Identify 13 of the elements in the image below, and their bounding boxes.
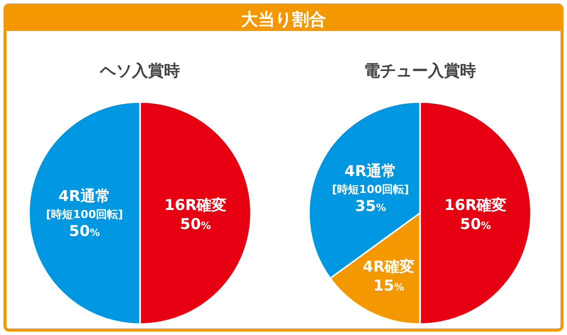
slice-label: 4R確変	[362, 257, 415, 276]
data-label: 50%	[69, 222, 100, 240]
slice-label: 4R通常 [時短100回転]	[46, 187, 124, 221]
data-label: 50%	[180, 215, 211, 233]
data-label: 15%	[373, 276, 404, 294]
chart-title: ヘソ入賞時	[99, 61, 180, 80]
chart-title: 電チュー入賞時	[364, 61, 476, 80]
slice-label: 16R確変	[164, 196, 227, 214]
slice-label: 16R確変	[444, 196, 507, 214]
data-label: 50%	[460, 215, 491, 233]
slice-label: 4R通常 [時短100回転]	[332, 162, 410, 196]
data-label: 35%	[355, 196, 386, 215]
text: 大当り割合	[241, 10, 326, 30]
